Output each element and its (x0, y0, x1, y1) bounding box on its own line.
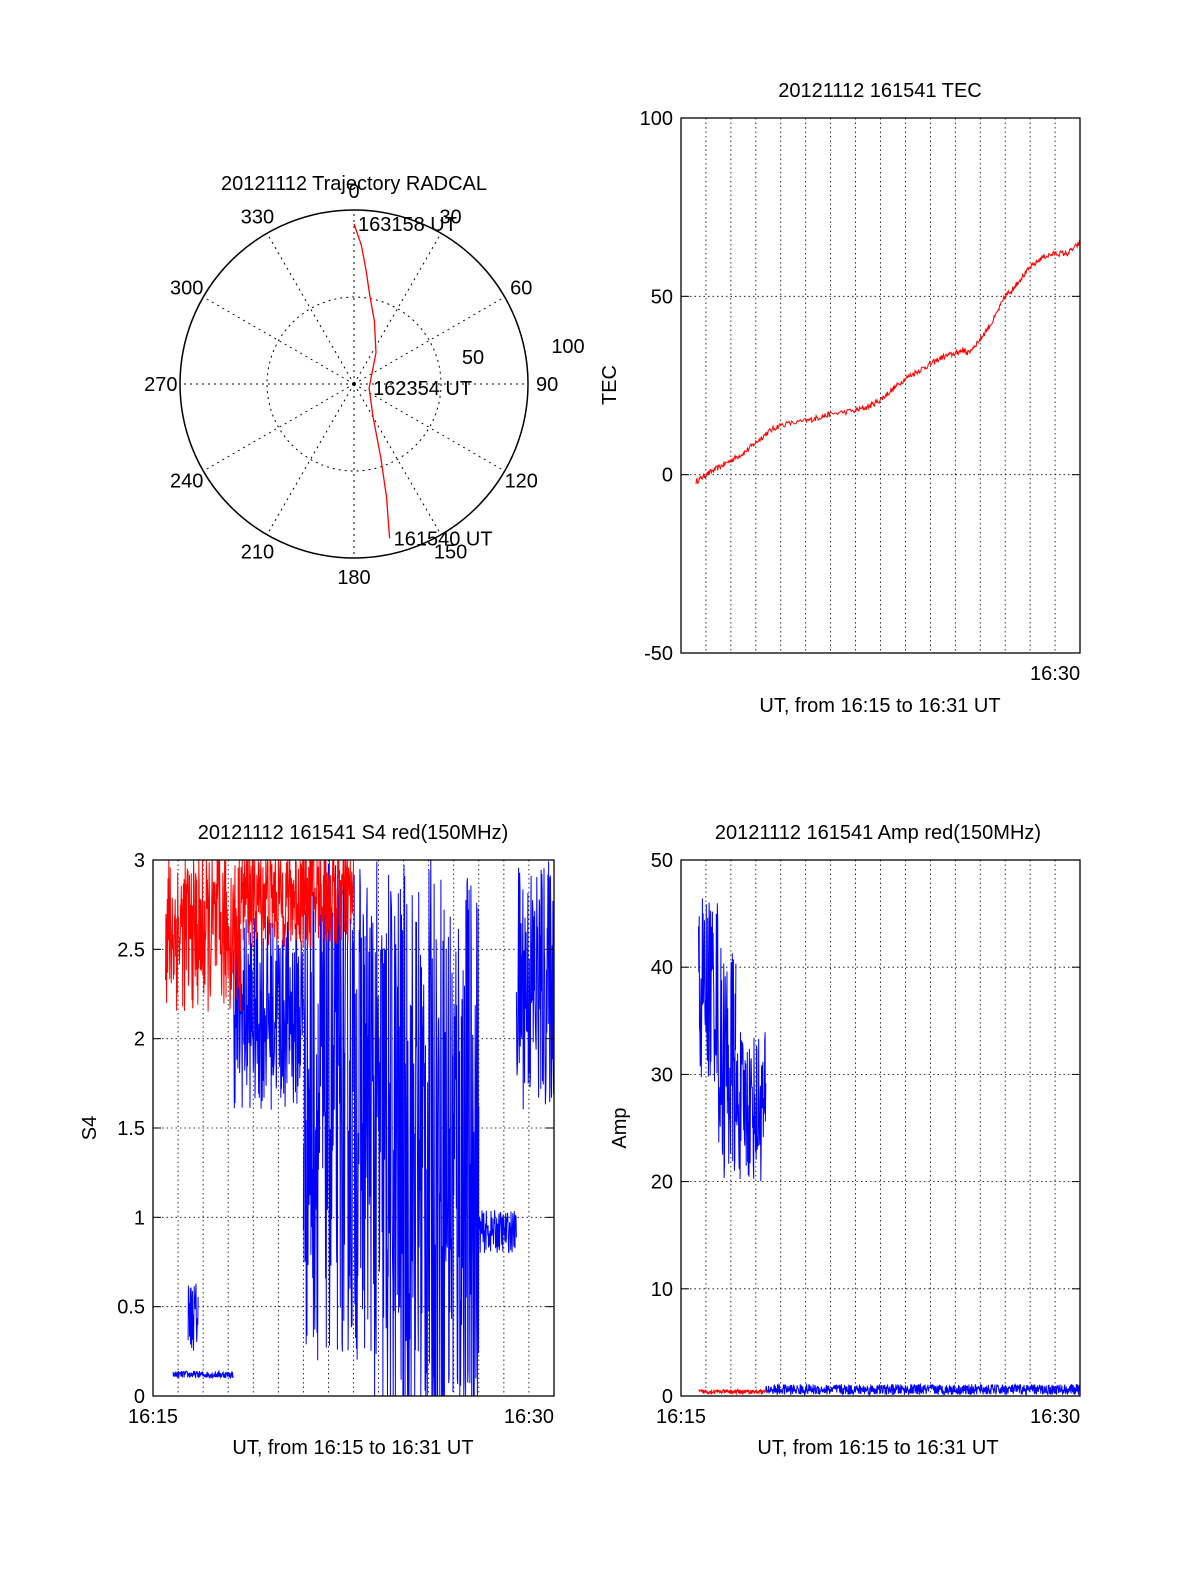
s4-series (165, 859, 555, 1397)
tec-ticks: -50 0 50 100 16:30 (640, 108, 1080, 685)
polar-ring-50 (266, 296, 442, 472)
polar-spoke (266, 383, 355, 535)
polar-angle-label: 150 (434, 541, 467, 563)
polar-angle-label: 240 (170, 471, 203, 493)
amp-ytick-label: 30 (651, 1064, 673, 1086)
polar-angle-label: 210 (241, 541, 274, 563)
polar-trajectory (353, 223, 391, 539)
s4-ytick-label: 1.5 (117, 1118, 145, 1140)
polar-title: 20121112 Trajectory RADCAL (221, 173, 487, 195)
polar-annotations: 163158 UT 162354 UT 161540 UT (358, 214, 493, 550)
amp-frame (680, 859, 1081, 1397)
tec-xlabel: UT, from 16:15 to 16:31 UT (759, 695, 1000, 717)
s4-ytick-label: 0 (134, 1386, 145, 1408)
polar-spoke (353, 296, 505, 385)
amp-ytick-label: 10 (651, 1279, 673, 1301)
amp-xtick-label: 16:30 (1030, 1406, 1080, 1428)
tec-grid (681, 118, 1080, 653)
polar-angle-label: 90 (536, 374, 558, 396)
s4-ytick-label: 1 (134, 1207, 145, 1229)
polar-angle-labels: 0 30 60 90 120 150 180 210 240 270 300 330 (144, 181, 558, 589)
polar-chart: 20121112 Trajectory RADCAL 0 30 60 90 120 150… (144, 173, 585, 589)
s4-ticks: 0 0.5 1 1.5 2 2.5 3 16:15 16:30 (117, 850, 554, 1428)
polar-angle-label: 60 (510, 277, 532, 299)
amp-xlabel: UT, from 16:15 to 16:31 UT (757, 1437, 998, 1459)
amp-ytick-label: 0 (662, 1386, 673, 1408)
s4-chart: 20121112 161541 S4 red(150MHz) UT, from … (79, 822, 555, 1459)
polar-angle-label: 180 (337, 567, 370, 589)
polar-trajectory-line (353, 223, 391, 539)
tec-xtick-label: 16:30 (1030, 663, 1080, 685)
s4-ylabel: S4 (79, 1116, 101, 1140)
s4-title: 20121112 161541 S4 red(150MHz) (198, 822, 509, 844)
polar-spoke (353, 383, 442, 535)
amp-ticks: 0 10 20 30 40 50 16:15 16:30 (651, 850, 1080, 1428)
polar-spoke (266, 233, 355, 385)
s4-ytick-label: 2 (134, 1029, 145, 1051)
amp-series-line (698, 898, 1081, 1396)
s4-xlabel: UT, from 16:15 to 16:31 UT (232, 1437, 473, 1459)
tec-series-line (695, 239, 1081, 485)
amp-title: 20121112 161541 Amp red(150MHz) (715, 822, 1041, 844)
polar-annotation: 162354 UT (373, 378, 472, 400)
polar-angle-label: 330 (241, 207, 274, 229)
tec-title: 20121112 161541 TEC (778, 80, 982, 102)
polar-radius-label-50: 50 (462, 347, 484, 369)
tec-ytick-label: -50 (644, 643, 673, 665)
polar-angle-label: 30 (439, 207, 461, 229)
s4-xtick-label: 16:15 (128, 1406, 178, 1428)
s4-series-line (172, 860, 555, 1397)
amp-series (698, 898, 1081, 1396)
polar-angle-label: 270 (144, 374, 177, 396)
tec-ytick-label: 100 (640, 108, 673, 130)
amp-ytick-label: 20 (651, 1172, 673, 1194)
amp-ylabel: Amp (609, 1107, 631, 1148)
polar-annotation: 161540 UT (394, 528, 493, 550)
tec-chart: 20121112 161541 TEC UT, from 16:15 to 16… (599, 80, 1081, 717)
polar-angle-label: 120 (505, 471, 538, 493)
polar-angle-label: 0 (348, 181, 359, 203)
amp-chart: 20121112 161541 Amp red(150MHz) UT, from… (609, 822, 1081, 1459)
amp-ytick-label: 50 (651, 850, 673, 872)
tec-ytick-label: 0 (662, 465, 673, 487)
polar-grid (179, 209, 529, 559)
tec-series (695, 239, 1081, 485)
polar-spoke (203, 383, 355, 472)
s4-series-line (165, 859, 354, 1012)
polar-radius-label-100: 100 (551, 336, 584, 358)
amp-grid (681, 860, 1080, 1396)
s4-ytick-label: 2.5 (117, 939, 145, 961)
amp-xtick-label: 16:15 (656, 1406, 706, 1428)
polar-spoke (353, 383, 505, 472)
tec-frame (680, 117, 1081, 654)
tec-ylabel: TEC (599, 365, 621, 405)
polar-annotation: 163158 UT (358, 214, 457, 236)
polar-spoke (353, 233, 442, 385)
s4-ytick-label: 0.5 (117, 1297, 145, 1319)
tec-ytick-label: 50 (651, 286, 673, 308)
polar-angle-label: 300 (170, 277, 203, 299)
polar-spoke (203, 296, 355, 385)
s4-ytick-label: 3 (134, 850, 145, 872)
s4-xtick-label: 16:30 (504, 1406, 554, 1428)
polar-outer-circle (179, 209, 529, 559)
amp-series-line (698, 1388, 767, 1396)
amp-ytick-label: 40 (651, 957, 673, 979)
